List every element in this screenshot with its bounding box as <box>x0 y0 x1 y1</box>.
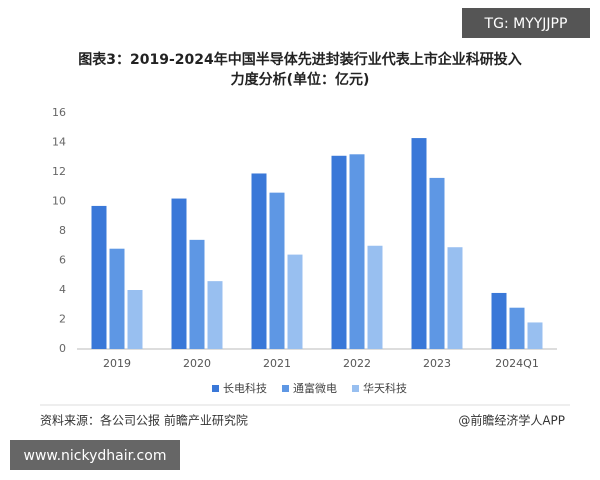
bar <box>287 254 303 349</box>
bar <box>207 281 223 349</box>
y-tick-label: 8 <box>59 224 66 237</box>
bar <box>251 173 267 349</box>
bar <box>171 198 187 349</box>
x-tick-label: 2024Q1 <box>495 357 539 370</box>
bar <box>447 247 463 349</box>
legend-label: 通富微电 <box>293 381 337 395</box>
x-tick-label: 2023 <box>423 357 451 370</box>
y-tick-label: 10 <box>52 195 66 208</box>
bar <box>127 290 143 349</box>
y-tick-label: 4 <box>59 283 66 296</box>
legend-swatch <box>352 385 359 392</box>
bar <box>109 248 125 349</box>
x-tick-label: 2021 <box>263 357 291 370</box>
bar <box>527 322 543 349</box>
watermark-box <box>10 440 180 470</box>
chart-title: 图表3：2019-2024年中国半导体先进封装行业代表上市企业科研投入 <box>78 51 521 68</box>
y-tick-label: 2 <box>59 313 66 326</box>
y-tick-label: 12 <box>52 165 66 178</box>
brand: @前瞻经济学人APP <box>458 413 565 428</box>
x-tick-label: 2019 <box>103 357 131 370</box>
y-tick-label: 14 <box>52 136 66 149</box>
bar <box>509 307 525 349</box>
bar <box>411 138 427 349</box>
legend-label: 华天科技 <box>363 381 407 395</box>
bar <box>367 245 383 349</box>
bar <box>491 292 507 349</box>
y-tick-label: 6 <box>59 254 66 267</box>
legend-label: 长电科技 <box>223 381 267 395</box>
x-tick-label: 2022 <box>343 357 371 370</box>
watermark-bottom: www.nickydhair.com <box>24 448 167 464</box>
legend-swatch <box>212 385 219 392</box>
bar <box>349 154 365 349</box>
source: 资料来源：各公司公报 前瞻产业研究院 <box>40 413 248 428</box>
bar <box>269 192 285 349</box>
bar <box>91 205 107 349</box>
y-tick-label: 16 <box>52 106 66 119</box>
y-tick-label: 0 <box>59 342 66 355</box>
bar <box>331 155 347 349</box>
watermark-top: TG: MYYJJPP <box>484 16 568 32</box>
bar <box>429 177 445 349</box>
watermark-box <box>462 8 590 38</box>
legend-swatch <box>282 385 289 392</box>
chart-title: 力度分析(单位：亿元) <box>231 71 370 88</box>
x-tick-label: 2020 <box>183 357 211 370</box>
bar <box>189 239 205 349</box>
